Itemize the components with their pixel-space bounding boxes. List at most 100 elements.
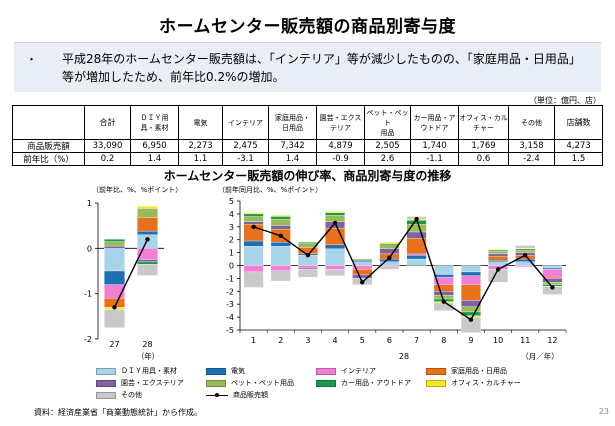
x-tick-label: 2: [278, 336, 283, 345]
total-sales-point: [360, 280, 365, 285]
table-header-cell: [12, 105, 85, 140]
bar-segment-katei: [352, 269, 373, 275]
bar-segment-car: [515, 248, 536, 251]
bar-segment-engei: [379, 248, 400, 255]
legend-label: 園芸・エクステリア: [121, 379, 184, 387]
summary-box: ・ 平成28年のホームセンター販売額は、「インテリア」等が減少したものの、「家庭…: [14, 42, 601, 92]
legend-item-diy: ＤＩＹ用具・素材: [96, 366, 177, 376]
bar-segment-katei: [542, 276, 563, 279]
y-tick-label: 0: [87, 244, 92, 253]
bar-segment-katei: [137, 217, 158, 232]
x-tick-label: 12: [547, 336, 557, 345]
total-sales-point: [414, 216, 419, 222]
bar-segment-office: [488, 249, 509, 251]
bar-segment-denki: [406, 255, 427, 260]
total-sales-point: [523, 252, 528, 258]
bar-segment-diy: [433, 265, 454, 275]
bar-segment-diy: [488, 261, 509, 266]
left-axis-note: （前年比、%、%ポイント）: [92, 186, 183, 194]
bar-segment-pet: [137, 208, 158, 218]
bar-segment-other: [104, 309, 125, 328]
x-tick-label: 27: [109, 340, 119, 349]
y-tick-label: 5: [229, 197, 234, 206]
bar-segment-engei: [433, 291, 454, 296]
legend-item-katei: 家庭用品・日用品: [426, 366, 507, 376]
legend-label: その他: [121, 391, 142, 399]
table-header-cell: 園芸・エクス テリア: [316, 105, 365, 140]
legend-item-total_line: 商品販売額: [206, 390, 268, 400]
table-cell: -1.1: [410, 152, 459, 166]
table-row-label: 商品販売額: [12, 139, 85, 153]
x-tick-label: 6: [387, 336, 392, 345]
bar-segment-car: [325, 212, 346, 216]
table-row-label: 前年比（%）: [12, 152, 85, 166]
table-cell: 1.4: [268, 152, 317, 166]
y-tick-label: -2: [84, 335, 92, 344]
unit-note: （単位：億円、店）: [529, 96, 601, 105]
bar-segment-pet: [325, 215, 346, 222]
bar-segment-other: [137, 264, 158, 276]
table-cell: 0.6: [458, 152, 509, 166]
bar-segment-diy: [406, 258, 427, 266]
bar-segment-interior: [460, 275, 481, 285]
bar-segment-engei: [137, 259, 158, 263]
right-x-suffix: （月／年）: [521, 351, 559, 361]
y-tick-label: -1: [226, 274, 234, 283]
table-cell: 1.5: [554, 152, 603, 166]
summary-text: 平成28年のホームセンター販売額は、「インテリア」等が減少したものの、「家庭用品…: [62, 52, 581, 84]
x-tick-label: 4: [333, 336, 338, 345]
y-tick-label: -3: [226, 300, 234, 309]
table-header-cell: 店舗数: [554, 105, 603, 140]
x-tick-label: 28: [142, 340, 152, 349]
table-cell: 2,273: [178, 139, 223, 153]
bar-segment-pet: [488, 251, 509, 255]
bar-segment-pet: [270, 218, 291, 226]
bar-segment-denki: [352, 260, 373, 262]
bar-segment-denki: [270, 242, 291, 247]
bar-segment-denki: [433, 274, 454, 278]
x-tick-label: 7: [414, 336, 419, 345]
table-header-cell: 電気: [178, 105, 223, 140]
bar-segment-car: [379, 243, 400, 246]
bar-segment-denki: [325, 244, 346, 249]
bar-segment-engei: [406, 231, 427, 239]
bar-segment-office: [270, 215, 291, 217]
bar-segment-car: [270, 216, 291, 220]
bar-segment-engei: [488, 253, 509, 257]
table-header-cell: 合計: [84, 105, 131, 140]
summary-bullet: ・: [26, 53, 37, 66]
legend-item-office: オフィス・カルチャー: [426, 378, 521, 388]
legend-swatch: [96, 391, 116, 399]
table-cell: -3.1: [222, 152, 269, 166]
bar-segment-pet: [433, 295, 454, 300]
table-header-cell: インテリア: [222, 105, 269, 140]
chart-legend: ＤＩＹ用具・素材 電気 インテリア 家庭用品・日用品 園芸・エクステリア ペット・ペット用…: [96, 366, 576, 400]
bar-segment-pet: [542, 282, 563, 285]
bar-segment-other: [515, 245, 536, 249]
table-row: 商品販売額 33,090 6,950 2,273 2,475 7,342 4,879 2,50…: [12, 139, 603, 153]
x-tick-label: 5: [360, 336, 365, 345]
bar-segment-diy: [104, 248, 125, 272]
y-tick-label: -2: [226, 287, 234, 296]
bar-segment-office: [297, 241, 318, 243]
bar-segment-pet: [243, 216, 264, 222]
table-cell: 1,740: [410, 139, 459, 153]
bar-segment-interior: [297, 265, 318, 269]
legend-swatch: [426, 379, 446, 387]
legend-swatch: [316, 367, 336, 375]
total-sales-line: [253, 217, 553, 321]
bar-segment-other: [243, 271, 264, 288]
bar-segment-denki: [137, 230, 158, 235]
legend-item-interior: インテリア: [316, 366, 376, 376]
chart-section-title: ホームセンター販売額の伸び率、商品別寄与度の推移: [163, 169, 452, 183]
legend-swatch: [426, 367, 446, 375]
bar-segment-diy: [270, 246, 291, 266]
bar-segment-denki: [542, 267, 563, 270]
table-cell: 0.2: [84, 152, 131, 166]
legend-label: カー用品・アウトドア: [341, 379, 411, 387]
total-sales-point: [387, 255, 392, 260]
x-tick-label: 1: [251, 336, 256, 345]
legend-swatch: [206, 367, 226, 375]
bar-segment-other: [270, 270, 291, 282]
